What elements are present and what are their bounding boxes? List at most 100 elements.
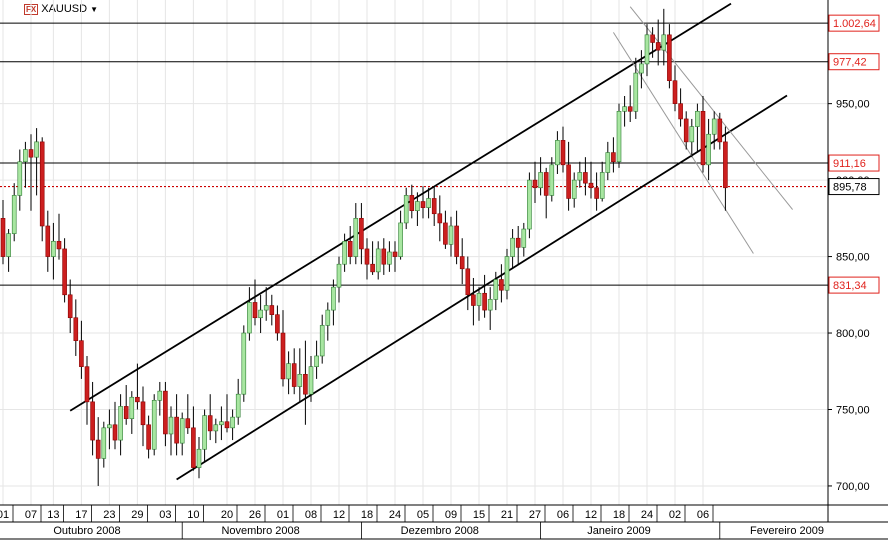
price-level-label: 977,42 (833, 57, 867, 69)
price-level-label: 911,16 (833, 158, 866, 170)
month-label: Janeiro 2009 (587, 525, 651, 537)
candle-up (297, 374, 303, 387)
candle-up (336, 263, 342, 288)
trend-line (629, 6, 793, 210)
candle-down (123, 406, 129, 419)
candle-down (370, 263, 375, 273)
candle-up (17, 161, 23, 196)
chevron-down-icon[interactable]: ▼ (90, 4, 98, 14)
candle-down (532, 179, 538, 189)
candle-up (157, 390, 163, 401)
x-tick-label: 27 (529, 509, 541, 521)
candle-down (185, 418, 191, 429)
price-level-badge (828, 276, 880, 294)
candle-down (459, 256, 465, 270)
x-tick-label: 15 (473, 509, 485, 521)
candle-up (599, 172, 605, 199)
candle-down (191, 427, 196, 468)
candle-down (174, 416, 179, 444)
price-level-badge (828, 14, 880, 32)
trend-line (69, 2, 732, 412)
x-tick-label: 03 (159, 509, 171, 521)
support-resistance-lines (0, 22, 828, 286)
candle-down (364, 248, 370, 265)
candle-up (403, 195, 409, 224)
candle-up (118, 406, 123, 441)
x-tick-label: 02 (669, 509, 681, 521)
candle-down (95, 439, 101, 459)
candle-up (549, 164, 555, 196)
candle-down (431, 198, 437, 215)
x-tick-label: 24 (389, 509, 401, 521)
x-tick-label: 24 (641, 509, 653, 521)
candle-down (443, 222, 448, 245)
price-level-label: 895,78 (833, 182, 867, 194)
x-tick-label: 01 (277, 509, 289, 521)
candle-up (555, 140, 560, 166)
candle-up (151, 400, 157, 450)
candle-down (90, 401, 95, 441)
candle-down (717, 118, 723, 143)
candle-down (437, 213, 443, 224)
candle-down (73, 317, 79, 341)
candle-up (230, 416, 235, 429)
price-level-badge (828, 154, 880, 172)
candle-up (241, 332, 247, 395)
candle-down (0, 218, 6, 257)
candle-up (196, 448, 202, 468)
x-tick-label: 21 (501, 509, 513, 521)
candle-up (179, 418, 185, 444)
candle-down (678, 103, 683, 120)
month-label: Outubro 2008 (53, 525, 120, 537)
candle-up (286, 363, 291, 380)
x-tick-label: 13 (47, 509, 59, 521)
candle-up (426, 198, 431, 208)
candle-down (482, 292, 487, 311)
candle-up (521, 228, 527, 248)
candle-down (163, 390, 168, 435)
y-tick-label: 850,00 (836, 252, 870, 264)
x-tick-label: 20 (221, 509, 233, 521)
candle-up (706, 133, 711, 166)
candle-down (45, 225, 51, 257)
grid (0, 0, 828, 505)
candle-up (213, 424, 219, 432)
candle-down (543, 172, 549, 196)
candle-down (252, 302, 258, 319)
candle-down (594, 187, 599, 199)
candle-up (319, 325, 325, 357)
candle-up (11, 195, 17, 234)
candle-up (448, 225, 454, 245)
candle-up (487, 299, 493, 311)
x-tick-label: 07 (25, 509, 37, 521)
candle-down (583, 172, 588, 184)
candle-up (571, 179, 577, 199)
candle-down (280, 332, 286, 380)
x-tick-label: 12 (585, 509, 597, 521)
x-tick-label: 10 (187, 509, 199, 521)
y-tick-label: 750,00 (836, 404, 870, 416)
candles (0, 8, 728, 486)
candle-down (381, 248, 387, 265)
month-label: Fevereiro 2009 (750, 525, 824, 537)
candle-down (224, 421, 230, 429)
candle-up (415, 201, 420, 211)
x-tick-label: 17 (75, 509, 87, 521)
price-level-label: 831,34 (833, 280, 867, 292)
candle-down (700, 110, 706, 166)
candle-up (538, 172, 543, 189)
candle-down (588, 182, 594, 189)
candle-up (129, 396, 135, 419)
candle-down (291, 363, 297, 387)
y-tick-label: 700,00 (836, 481, 870, 493)
candle-up (258, 309, 263, 319)
candle-up (695, 110, 700, 127)
candle-up (107, 424, 112, 429)
candle-down (409, 195, 415, 211)
candle-up (644, 34, 650, 65)
candle-down (627, 106, 633, 112)
candle-down (62, 248, 67, 296)
candle-up (314, 355, 319, 367)
candle-up (202, 415, 207, 450)
